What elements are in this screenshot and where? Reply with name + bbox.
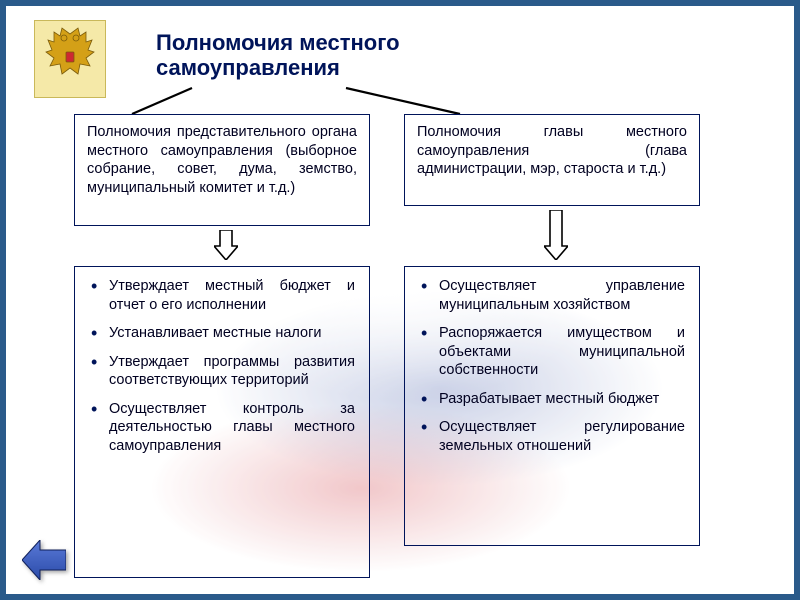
list-item: Осуществляет контроль за деятельностью г…	[95, 400, 355, 456]
left-header-text: Полномочия представительного органа мест…	[75, 115, 369, 205]
list-item: Устанавливает местные налоги	[95, 324, 355, 343]
list-item: Осуществляет регулирование земельных отн…	[425, 418, 685, 455]
page-title: Полномочия местногосамоуправления	[156, 30, 400, 81]
list-item: Утверждает программы развития соответств…	[95, 353, 355, 390]
right-list: Осуществляет управление муниципальным хо…	[405, 267, 699, 475]
list-item: Утверждает местный бюджет и отчет о его …	[95, 277, 355, 314]
arrow-right-down	[544, 210, 568, 260]
left-list: Утверждает местный бюджет и отчет о его …	[75, 267, 369, 475]
slide-frame: Полномочия местногосамоуправления Полном…	[0, 0, 800, 600]
title-line1: Полномочия местногосамоуправления	[156, 30, 400, 80]
back-button[interactable]	[22, 540, 66, 580]
coat-of-arms-emblem	[34, 20, 106, 98]
left-header-box: Полномочия представительного органа мест…	[74, 114, 370, 226]
left-list-box: Утверждает местный бюджет и отчет о его …	[74, 266, 370, 578]
right-list-box: Осуществляет управление муниципальным хо…	[404, 266, 700, 546]
list-item: Разрабатывает местный бюджет	[425, 390, 685, 409]
arrow-left-down	[214, 230, 238, 260]
list-item: Осуществляет управление муниципальным хо…	[425, 277, 685, 314]
right-header-box: Полномочия главы местного самоуправления…	[404, 114, 700, 206]
eagle-icon	[40, 26, 100, 92]
arrow-left-icon	[22, 540, 66, 580]
right-header-text: Полномочия главы местного самоуправления…	[405, 115, 699, 187]
list-item: Распоряжается имуществом и объектами мун…	[425, 324, 685, 380]
